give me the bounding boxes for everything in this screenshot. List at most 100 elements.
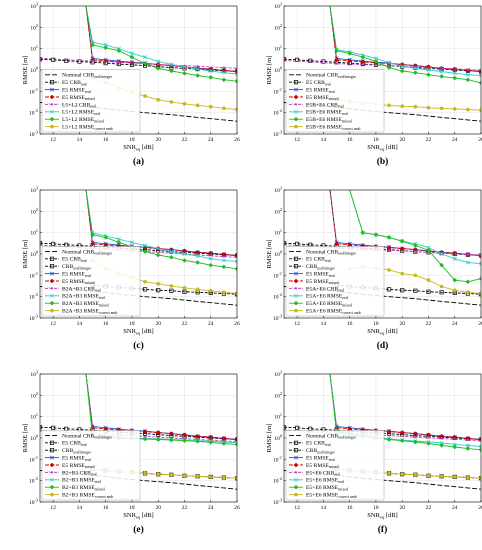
marker-diamond [412, 431, 418, 437]
x-tick-label: 26 [478, 137, 482, 143]
marker-diamond [373, 59, 379, 64]
marker-square [143, 287, 148, 292]
y-tick-label: 102 [274, 23, 282, 32]
y-tick-label: 102 [30, 23, 38, 32]
chart-panel-b: 12 14 16 18 20 22 24 26 10-3 10-2 10-1 100 101 102 103… [266, 2, 482, 168]
legend-label: E5 RMSEreal [306, 88, 335, 94]
x-tick-label: 22 [426, 137, 432, 143]
marker-square [40, 425, 43, 430]
x-tick-label: 20 [155, 321, 161, 327]
y-tick-label: 100 [274, 66, 282, 75]
marker-square [51, 57, 56, 62]
x-tick-label: 12 [294, 505, 300, 511]
marker-diamond [439, 74, 444, 79]
legend: Nominal CRBreal/integer E5 CRBrealCRBreal… [41, 246, 141, 317]
legend-label: B2A+B3 RMSEreal [62, 294, 105, 300]
marker-x [116, 237, 121, 242]
marker-diamond [334, 48, 339, 54]
marker-circle [439, 284, 444, 289]
marker-circle [50, 124, 54, 129]
marker-circle [235, 107, 237, 112]
x-tick-label: 22 [182, 137, 188, 143]
x-axis-label: SNReq [dB] [123, 512, 153, 520]
legend-label: E5 RMSEmixed [62, 279, 95, 285]
marker-x [103, 42, 108, 47]
marker-circle [235, 291, 237, 296]
legend-label: CRBreal/integer [62, 264, 92, 270]
marker-x [452, 442, 457, 447]
y-tick-label: 10-3 [29, 498, 38, 507]
marker-x [400, 64, 405, 69]
x-tick-label: 18 [129, 137, 135, 143]
legend-label: E5 CRBreal [306, 441, 331, 447]
x-tick-label: 26 [234, 505, 240, 511]
marker-circle [182, 285, 187, 290]
marker-square [284, 241, 287, 246]
marker-diamond [426, 432, 431, 438]
marker-diamond [195, 260, 200, 265]
x-tick-label: 12 [50, 505, 56, 511]
marker-diamond [439, 262, 444, 268]
legend-label: E5A+E6 RMSEreal [306, 294, 348, 300]
legend-label: E5B+E6 RMSEcorrect amb [306, 125, 360, 131]
marker-x [208, 68, 213, 73]
marker-dot [294, 287, 298, 290]
x-tick-label: 14 [321, 505, 327, 511]
legend-label: E5A+E6 RMSEcorrect amb [306, 309, 361, 315]
marker-diamond [142, 429, 148, 434]
marker-square [295, 57, 300, 62]
marker-diamond [182, 70, 187, 76]
marker-circle [182, 473, 187, 478]
x-tick-label: 26 [478, 505, 482, 511]
marker-diamond [168, 68, 174, 74]
marker-diamond [293, 462, 299, 468]
marker-x [413, 66, 418, 71]
marker-circle [50, 308, 54, 313]
x-tick-label: 26 [234, 321, 240, 327]
marker-dot [50, 471, 54, 474]
marker-circle [465, 107, 470, 112]
marker-diamond [452, 277, 458, 283]
legend-label: E5B+E6 CRBreal [306, 102, 344, 108]
marker-x [50, 455, 54, 460]
y-tick-label: 103 [274, 2, 282, 11]
series-line [284, 58, 481, 72]
x-tick-label: 14 [321, 137, 327, 143]
y-tick-label: 10-3 [273, 314, 282, 323]
legend-label: E5+E6 RMSEmixed [306, 485, 348, 491]
marker-diamond [234, 78, 237, 84]
x-tick-label: 16 [103, 137, 109, 143]
marker-x [182, 252, 187, 256]
marker-x [169, 62, 174, 67]
panel-label: (d) [377, 340, 389, 351]
legend-label: Nominal CRBreal/integer [62, 249, 113, 255]
x-tick-label: 14 [77, 137, 83, 143]
x-tick-label: 16 [103, 505, 109, 511]
marker-square [400, 288, 405, 293]
marker-circle [169, 283, 174, 288]
series-line [85, 374, 237, 440]
legend-label: E5 RMSEreal [306, 272, 335, 278]
marker-diamond [465, 279, 471, 285]
legend: Nominal CRBreal/integer E5 CRBrealCRBreal… [285, 246, 385, 317]
marker-dot [414, 250, 417, 253]
y-tick-label: 101 [30, 228, 38, 237]
legend-label: Nominal CRBreal/integer [62, 73, 113, 79]
marker-square [295, 425, 300, 430]
marker-diamond [452, 75, 458, 81]
marker-dot [196, 65, 199, 68]
x-tick-label: 20 [155, 505, 161, 511]
chart-panel-e: 12 14 16 18 20 22 24 26 10-3 10-2 10-1 100 101 102 103… [22, 370, 240, 536]
marker-diamond [334, 241, 339, 247]
y-tick-label: 10-3 [29, 130, 38, 139]
marker-circle [221, 475, 226, 480]
marker-x [195, 67, 200, 72]
marker-square [156, 288, 161, 293]
marker-x [452, 256, 457, 261]
marker-square [426, 289, 431, 294]
marker-square [182, 289, 187, 294]
marker-square [293, 256, 299, 261]
marker-x [439, 69, 444, 74]
marker-diamond [49, 94, 55, 100]
marker-diamond [155, 437, 161, 442]
